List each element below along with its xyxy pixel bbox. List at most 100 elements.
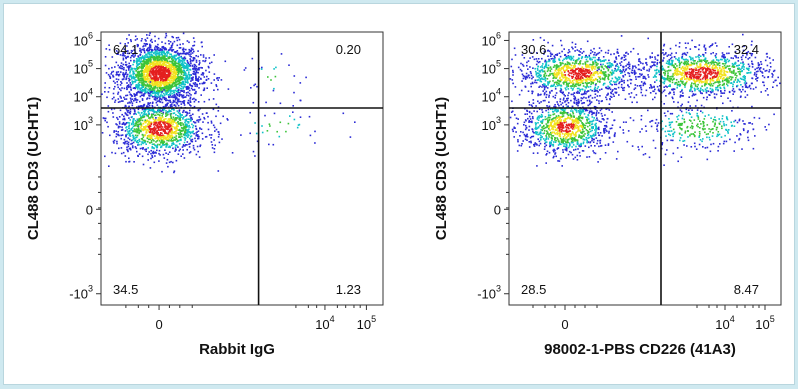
event-dot <box>195 65 197 67</box>
event-dot <box>113 81 115 83</box>
event-dot <box>150 117 152 119</box>
event-dot <box>154 99 156 101</box>
event-dot <box>557 80 559 82</box>
event-dot <box>156 87 158 89</box>
event-dot <box>521 80 523 82</box>
event-dot <box>269 125 271 127</box>
event-dot <box>198 136 200 138</box>
event-dot <box>181 53 183 55</box>
event-dot <box>124 139 126 141</box>
event-dot <box>155 117 157 119</box>
event-dot <box>189 52 191 54</box>
event-dot <box>148 86 150 88</box>
event-dot <box>128 84 130 86</box>
event-dot <box>587 41 589 43</box>
event-dot <box>573 74 575 76</box>
event-dot <box>133 123 135 125</box>
event-dot <box>587 77 589 79</box>
event-dot <box>189 112 191 114</box>
event-dot <box>108 68 110 70</box>
event-dot <box>595 66 597 68</box>
event-dot <box>133 60 135 62</box>
event-dot <box>563 58 565 60</box>
event-dot <box>166 143 168 145</box>
event-dot <box>600 59 602 61</box>
event-dot <box>194 149 196 151</box>
event-dot <box>167 166 169 168</box>
event-dot <box>558 85 560 87</box>
event-dot <box>597 81 599 83</box>
event-dot <box>607 88 609 90</box>
event-dot <box>193 60 195 62</box>
event-dot <box>120 96 122 98</box>
event-dot <box>566 86 568 88</box>
event-dot <box>178 59 180 61</box>
event-dot <box>130 57 132 59</box>
event-dot <box>727 97 729 99</box>
event-dot <box>582 63 584 65</box>
event-dot <box>150 45 152 47</box>
event-dot <box>177 52 179 54</box>
y-tick-label: 0 <box>86 202 93 217</box>
event-dot <box>169 100 171 102</box>
event-dot <box>204 88 206 90</box>
event-dot <box>173 60 175 62</box>
event-dot <box>127 150 129 152</box>
event-dot <box>155 114 157 116</box>
event-dot <box>572 81 574 83</box>
event-dot <box>104 120 106 122</box>
event-dot <box>145 65 147 67</box>
event-dot <box>268 144 270 146</box>
event-dot <box>185 49 187 51</box>
event-dot <box>524 76 526 78</box>
event-dot <box>620 65 622 67</box>
event-dot <box>541 69 543 71</box>
event-dot <box>193 73 195 75</box>
event-dot <box>639 76 641 78</box>
event-dot <box>150 110 152 112</box>
event-dot <box>179 92 181 94</box>
event-dot <box>159 81 161 83</box>
event-dot <box>154 133 156 135</box>
event-dot <box>136 148 138 150</box>
event-dot <box>544 70 546 72</box>
event-dot <box>157 44 159 46</box>
event-dot <box>555 77 557 79</box>
event-dot <box>547 55 549 57</box>
event-dot <box>148 52 150 54</box>
event-dot <box>171 86 173 88</box>
event-dot <box>609 103 611 105</box>
event-dot <box>607 86 609 88</box>
event-dot <box>150 136 152 138</box>
event-dot <box>116 141 118 143</box>
event-dot <box>637 85 639 87</box>
event-dot <box>218 77 220 79</box>
event-dot <box>182 149 184 151</box>
event-dot <box>109 49 111 51</box>
event-dot <box>164 149 166 151</box>
event-dot <box>300 116 302 118</box>
event-dot <box>184 96 186 98</box>
event-dot <box>114 86 116 88</box>
event-dot <box>542 71 544 73</box>
event-dot <box>105 118 107 120</box>
event-dot <box>118 127 120 129</box>
event-dot <box>569 51 571 53</box>
event-dot <box>176 133 178 135</box>
event-dot <box>704 60 706 62</box>
event-dot <box>164 58 166 60</box>
event-dot <box>662 52 664 54</box>
event-dot <box>220 123 222 125</box>
event-dot <box>530 73 532 75</box>
event-dot <box>160 66 162 68</box>
event-dot <box>169 129 171 131</box>
event-dot <box>189 115 191 117</box>
event-dot <box>135 135 137 137</box>
event-dot <box>147 59 149 61</box>
event-dot <box>144 126 146 128</box>
event-dot <box>168 57 170 59</box>
event-dot <box>163 154 165 156</box>
event-dot <box>588 79 590 81</box>
event-dot <box>200 54 202 56</box>
